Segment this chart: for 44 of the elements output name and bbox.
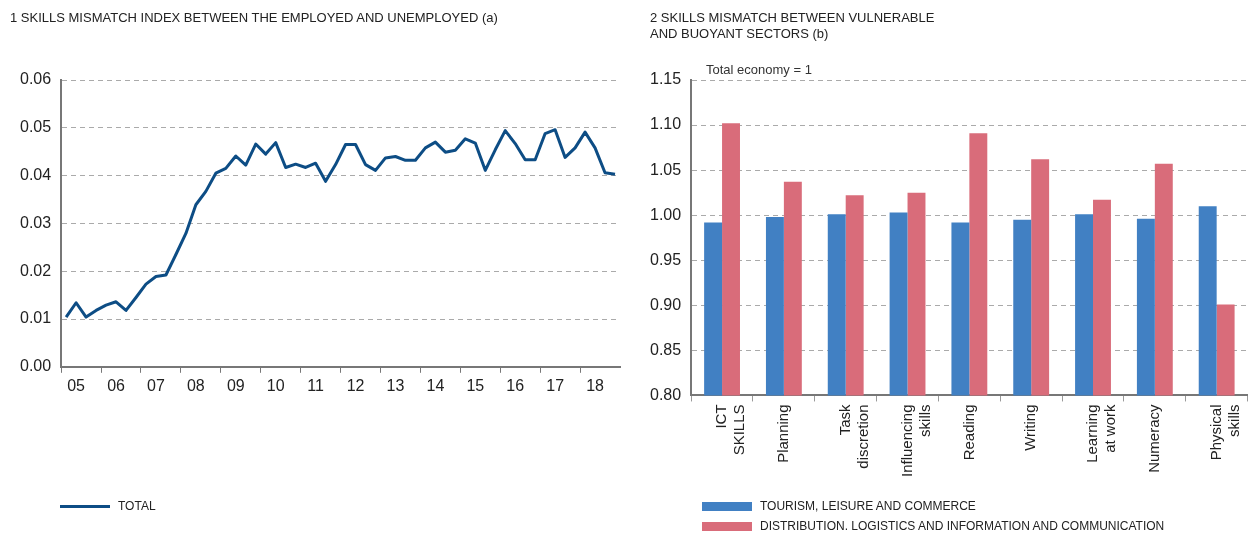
y-tick-label: 0.02	[20, 261, 52, 279]
x-tick-label: 08	[186, 376, 205, 394]
y-tick-label: 0.06	[20, 70, 52, 88]
x-tick-label: 12	[346, 376, 365, 394]
y-tick-label: 0.00	[20, 357, 52, 375]
legend-label: DISTRIBUTION. LOGISTICS AND INFORMATION AND COMMUNICATION	[760, 519, 1165, 533]
x-tick-label: 18	[586, 376, 605, 394]
legend-label: TOTAL	[118, 499, 156, 513]
x-tick-label: 06	[107, 376, 126, 394]
x-tick-label: 17	[546, 376, 565, 394]
x-tick-label: Physical skills	[1206, 404, 1242, 461]
x-tick-label: 16	[506, 376, 525, 394]
y-tick-label: 1.05	[650, 160, 682, 178]
y-tick-label: 0.05	[20, 118, 52, 136]
y-tick-label: 0.85	[650, 340, 682, 358]
y-tick-label: 1.00	[650, 205, 682, 223]
x-tick-label: Writing	[1021, 404, 1039, 451]
legend-label: TOURISM, LEISURE AND COMMERCE	[760, 499, 976, 513]
x-tick-label: Planning	[774, 404, 792, 463]
x-tick-label: 10	[266, 376, 285, 394]
y-tick-label: 0.95	[650, 250, 682, 268]
x-tick-label: Influencing skills	[897, 404, 933, 478]
x-tick-label: 07	[147, 376, 165, 394]
y-tick-label: 0.80	[650, 385, 682, 403]
x-tick-label: Numeracy	[1144, 403, 1162, 473]
y-tick-label: 1.15	[650, 70, 682, 88]
x-tick-label: 05	[67, 376, 86, 394]
x-tick-label: 13	[386, 376, 405, 394]
x-tick-label: 09	[226, 376, 245, 394]
x-tick-label: 14	[426, 376, 445, 394]
chart-title: 2 SKILLS MISMATCH BETWEEN VULNERABLE AND BUOYANT SECTORS (b)	[650, 10, 935, 42]
y-tick-label: 0.03	[20, 213, 52, 231]
x-tick-label: 15	[466, 376, 485, 394]
y-tick-label: 0.01	[20, 309, 52, 327]
x-tick-label: Learning at work	[1083, 403, 1119, 463]
x-tick-label: 11	[307, 376, 325, 394]
x-tick-label: ICT SKILLS	[712, 404, 748, 456]
y-tick-label: 0.90	[650, 295, 682, 313]
chart-subtitle: Total economy = 1	[706, 62, 812, 77]
x-tick-label: Reading	[959, 404, 977, 461]
x-tick-label: Task discretion	[835, 403, 871, 469]
y-tick-label: 1.10	[650, 115, 682, 133]
chart-title: 1 SKILLS MISMATCH INDEX BETWEEN THE EMPLOYED AND UNEMPLOYED (a)	[10, 10, 498, 26]
y-tick-label: 0.04	[20, 166, 52, 184]
